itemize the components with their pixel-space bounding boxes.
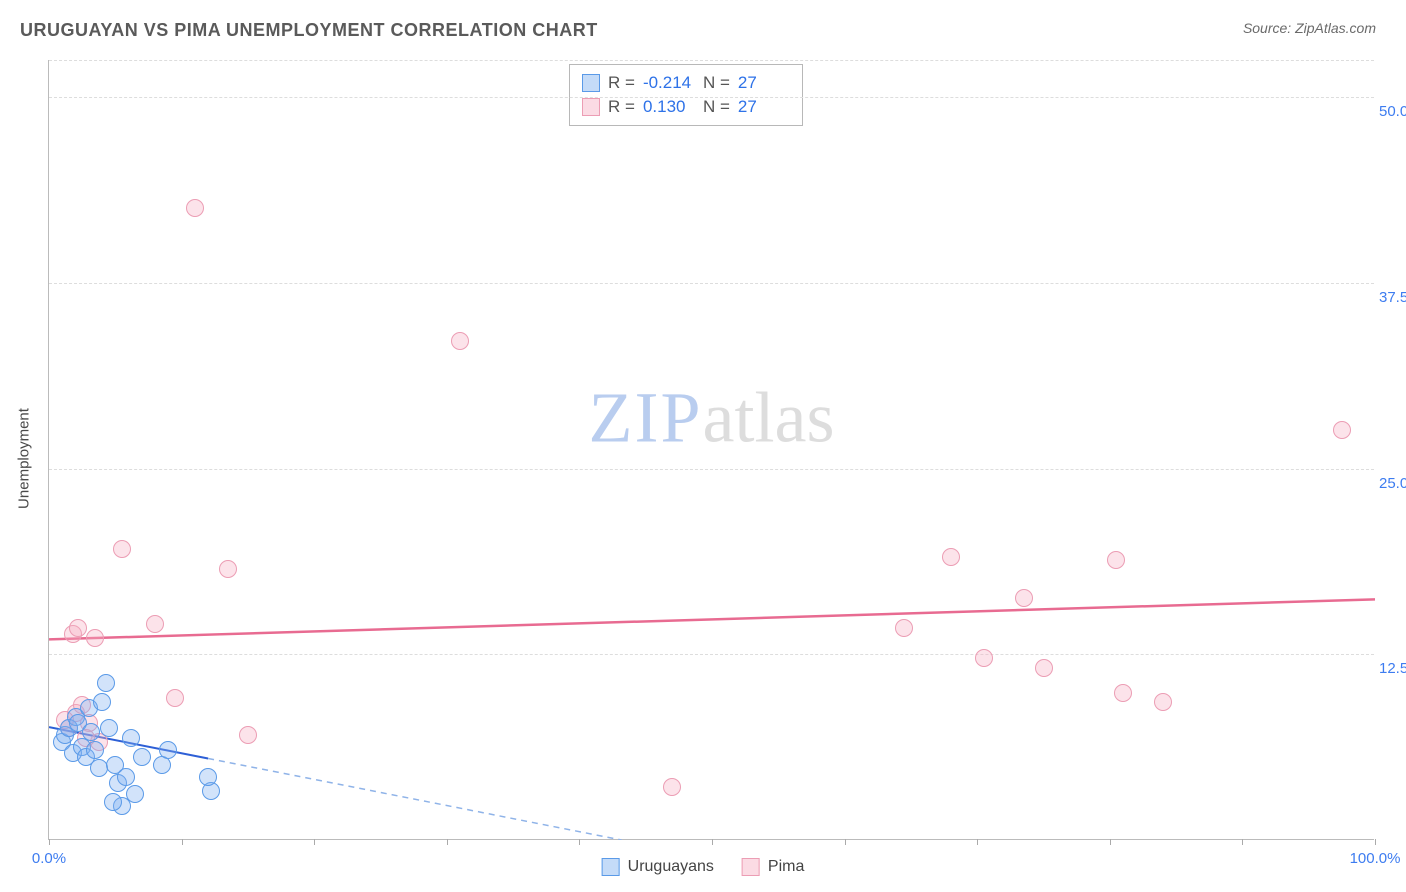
- swatch-blue-icon: [582, 74, 600, 92]
- legend-item-pima: Pima: [742, 858, 804, 876]
- data-point-uruguayans: [126, 785, 144, 803]
- x-tick-mark: [579, 839, 580, 845]
- r-label: R =: [608, 73, 635, 93]
- data-point-pima: [663, 778, 681, 796]
- x-tick-mark: [712, 839, 713, 845]
- data-point-pima: [1114, 684, 1132, 702]
- gridline: [49, 60, 1374, 61]
- data-point-uruguayans: [104, 793, 122, 811]
- data-point-uruguayans: [159, 741, 177, 759]
- swatch-blue-icon: [602, 858, 620, 876]
- legend-label: Uruguayans: [628, 858, 714, 876]
- data-point-pima: [239, 726, 257, 744]
- n-label: N =: [703, 73, 730, 93]
- data-point-uruguayans: [93, 693, 111, 711]
- x-tick-mark: [49, 839, 50, 845]
- gridline: [49, 469, 1374, 470]
- n-value: 27: [738, 97, 790, 117]
- data-point-uruguayans: [199, 768, 217, 786]
- watermark-atlas: atlas: [703, 378, 835, 458]
- data-point-pima: [1107, 551, 1125, 569]
- x-tick-mark: [314, 839, 315, 845]
- x-tick-mark: [182, 839, 183, 845]
- x-tick-mark: [1110, 839, 1111, 845]
- y-tick-label: 25.0%: [1379, 475, 1406, 492]
- data-point-pima: [1015, 589, 1033, 607]
- gridline: [49, 654, 1374, 655]
- data-point-pima: [113, 540, 131, 558]
- data-point-pima: [1035, 659, 1053, 677]
- chart-container: Unemployment ZIPatlas R = -0.214 N = 27 …: [48, 60, 1374, 840]
- x-tick-mark: [447, 839, 448, 845]
- trend-lines: [49, 60, 1375, 840]
- chart-source: Source: ZipAtlas.com: [1243, 20, 1376, 36]
- gridline: [49, 97, 1374, 98]
- data-point-uruguayans: [100, 719, 118, 737]
- plot-area: ZIPatlas R = -0.214 N = 27 R = 0.130 N =…: [48, 60, 1374, 840]
- y-axis-label: Unemployment: [16, 408, 33, 509]
- chart-title: URUGUAYAN VS PIMA UNEMPLOYMENT CORRELATI…: [20, 20, 598, 41]
- swatch-pink-icon: [582, 98, 600, 116]
- x-tick-label: 0.0%: [32, 850, 66, 867]
- y-tick-label: 37.5%: [1379, 289, 1406, 306]
- data-point-uruguayans: [82, 723, 100, 741]
- legend: Uruguayans Pima: [602, 858, 805, 876]
- x-tick-mark: [1242, 839, 1243, 845]
- watermark-zip: ZIP: [589, 378, 703, 458]
- data-point-pima: [451, 332, 469, 350]
- data-point-pima: [166, 689, 184, 707]
- n-value: 27: [738, 73, 790, 93]
- swatch-pink-icon: [742, 858, 760, 876]
- data-point-pima: [895, 619, 913, 637]
- data-point-uruguayans: [117, 768, 135, 786]
- data-point-uruguayans: [86, 741, 104, 759]
- legend-label: Pima: [768, 858, 804, 876]
- data-point-uruguayans: [133, 748, 151, 766]
- data-point-pima: [942, 548, 960, 566]
- data-point-pima: [69, 619, 87, 637]
- legend-item-uruguayans: Uruguayans: [602, 858, 714, 876]
- data-point-pima: [146, 615, 164, 633]
- gridline: [49, 283, 1374, 284]
- data-point-uruguayans: [97, 674, 115, 692]
- correlation-stats-box: R = -0.214 N = 27 R = 0.130 N = 27: [569, 64, 803, 126]
- r-label: R =: [608, 97, 635, 117]
- data-point-uruguayans: [122, 729, 140, 747]
- y-tick-label: 50.0%: [1379, 103, 1406, 120]
- data-point-pima: [1154, 693, 1172, 711]
- data-point-pima: [186, 199, 204, 217]
- x-tick-mark: [977, 839, 978, 845]
- data-point-pima: [86, 629, 104, 647]
- chart-header: URUGUAYAN VS PIMA UNEMPLOYMENT CORRELATI…: [0, 0, 1406, 51]
- x-tick-label: 100.0%: [1350, 850, 1401, 867]
- r-value: -0.214: [643, 73, 695, 93]
- x-tick-mark: [1375, 839, 1376, 845]
- data-point-pima: [975, 649, 993, 667]
- data-point-pima: [219, 560, 237, 578]
- r-value: 0.130: [643, 97, 695, 117]
- x-tick-mark: [845, 839, 846, 845]
- stats-row-pima: R = 0.130 N = 27: [582, 95, 790, 119]
- data-point-pima: [1333, 421, 1351, 439]
- watermark: ZIPatlas: [589, 377, 835, 460]
- stats-row-uruguayans: R = -0.214 N = 27: [582, 71, 790, 95]
- y-tick-label: 12.5%: [1379, 660, 1406, 677]
- n-label: N =: [703, 97, 730, 117]
